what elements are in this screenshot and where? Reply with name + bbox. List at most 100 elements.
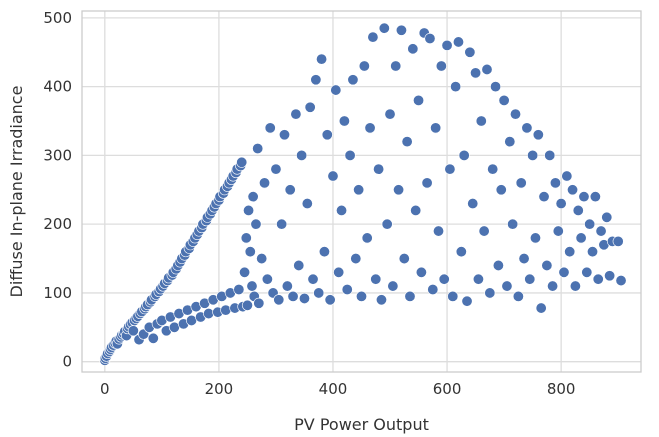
scatter-point — [581, 266, 593, 278]
y-tick-label: 500 — [43, 9, 72, 27]
scatter-point — [203, 308, 215, 320]
scatter-point — [564, 246, 576, 258]
scatter-point — [510, 108, 522, 120]
x-axis-label: PV Power Output — [294, 415, 429, 434]
scatter-point — [344, 149, 356, 161]
scatter-point — [347, 74, 359, 86]
x-tick-label: 200 — [205, 380, 234, 398]
scatter-point — [492, 259, 504, 271]
scatter-point — [404, 290, 416, 302]
scatter-point — [370, 273, 382, 285]
scatter-point — [127, 325, 139, 337]
scatter-point — [507, 218, 519, 230]
scatter-point — [495, 184, 507, 196]
scatter-point — [515, 177, 527, 189]
y-tick-label: 200 — [43, 215, 72, 233]
scatter-point — [247, 191, 259, 203]
scatter-point — [244, 246, 256, 258]
scatter-point — [561, 170, 573, 182]
scatter-point — [338, 115, 350, 127]
scatter-point — [375, 294, 387, 306]
scatter-point — [601, 211, 613, 223]
points-layer — [99, 22, 627, 366]
x-tick-label: 800 — [547, 380, 576, 398]
scatter-point — [427, 283, 439, 295]
scatter-point — [407, 43, 419, 55]
scatter-point — [358, 60, 370, 72]
scatter-point — [373, 163, 385, 175]
scatter-point — [435, 60, 447, 72]
scatter-point — [341, 283, 353, 295]
y-tick-label: 400 — [43, 78, 72, 96]
scatter-point — [250, 218, 262, 230]
scatter-point — [438, 273, 450, 285]
scatter-point — [384, 108, 396, 120]
scatter-point — [481, 63, 493, 75]
scatter-point — [589, 191, 601, 203]
scatter-point — [450, 81, 462, 93]
scatter-point — [313, 287, 325, 299]
scatter-point — [310, 74, 322, 86]
scatter-point — [361, 232, 373, 244]
scatter-point — [547, 280, 559, 292]
scatter-point — [301, 198, 313, 210]
x-tick-label: 400 — [319, 380, 348, 398]
scatter-point — [518, 253, 530, 265]
scatter-point — [381, 218, 393, 230]
scatter-point — [333, 266, 345, 278]
scatter-point — [413, 94, 425, 106]
scatter-point — [524, 273, 536, 285]
scatter-point — [321, 129, 333, 141]
ticks-layer: 0 200 400 600 800 0 100 200 300 400 500 — [43, 9, 575, 398]
scatter-point — [290, 108, 302, 120]
scatter-point — [458, 149, 470, 161]
scatter-point — [240, 232, 252, 244]
scatter-point — [318, 246, 330, 258]
scatter-point — [393, 184, 405, 196]
scatter-point — [584, 218, 596, 230]
scatter-point — [246, 280, 258, 292]
scatter-point — [541, 259, 553, 271]
scatter-point — [615, 275, 627, 287]
scatter-point — [490, 81, 502, 93]
scatter-point — [575, 232, 587, 244]
scatter-point — [307, 273, 319, 285]
scatter-point — [535, 302, 547, 314]
scatter-point — [529, 232, 541, 244]
scatter-point — [284, 184, 296, 196]
scatter-point — [555, 198, 567, 210]
scatter-point — [455, 246, 467, 258]
scatter-point — [387, 280, 399, 292]
scatter-point — [592, 273, 604, 285]
scatter-point — [324, 294, 336, 306]
scatter-point — [567, 184, 579, 196]
scatter-point — [390, 60, 402, 72]
scatter-point — [281, 280, 293, 292]
scatter-point — [572, 204, 584, 216]
scatter-point — [421, 177, 433, 189]
x-tick-label: 0 — [100, 380, 110, 398]
scatter-point — [239, 266, 251, 278]
scatter-point — [452, 36, 464, 48]
y-tick-label: 100 — [43, 284, 72, 302]
scatter-point — [220, 304, 232, 316]
scatter-point — [501, 280, 513, 292]
scatter-point — [410, 204, 422, 216]
scatter-point — [464, 46, 476, 58]
scatter-point — [498, 94, 510, 106]
scatter-point — [353, 184, 365, 196]
scatter-point — [461, 295, 473, 307]
scatter-point — [470, 67, 482, 79]
scatter-point — [401, 136, 413, 148]
scatter-point — [587, 246, 599, 258]
scatter-point — [259, 177, 271, 189]
scatter-point — [287, 290, 299, 302]
plot-frame — [81, 10, 642, 373]
scatter-point — [544, 149, 556, 161]
scatter-point — [604, 270, 616, 282]
scatter-point — [252, 143, 264, 155]
scatter-point — [293, 259, 305, 271]
scatter-point — [521, 122, 533, 134]
scatter-point — [578, 191, 590, 203]
